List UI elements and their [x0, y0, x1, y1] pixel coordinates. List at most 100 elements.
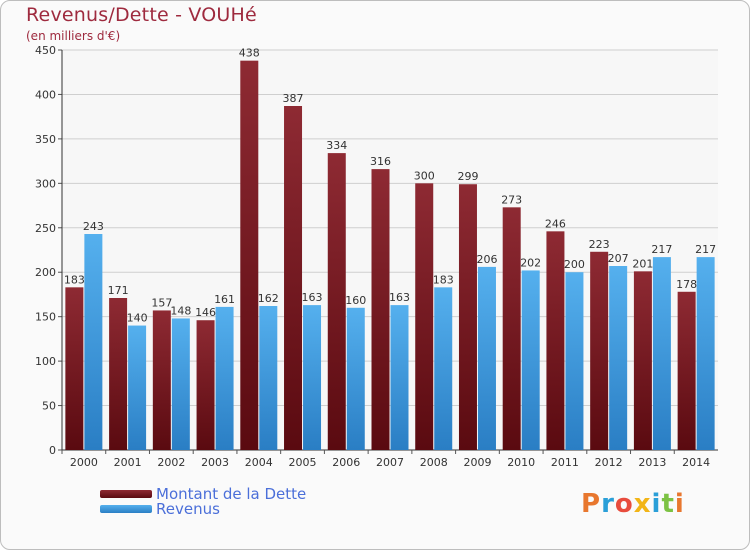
- x-tick-label: 2014: [682, 456, 710, 469]
- bar-revenue: [259, 306, 278, 450]
- legend-swatch-revenue: [100, 504, 152, 513]
- data-label-debt: 171: [108, 284, 129, 297]
- legend-label-debt: Montant de la Dette: [156, 484, 307, 503]
- logo-letter: r: [601, 489, 615, 519]
- data-label-revenue: 217: [651, 243, 672, 256]
- bar-debt: [546, 231, 565, 450]
- bar-revenue: [565, 272, 584, 450]
- legend-swatch-debt: [100, 489, 152, 498]
- legend-label-revenue: Revenus: [156, 499, 220, 518]
- logo-letter: i: [651, 489, 662, 519]
- x-tick-label: 2007: [376, 456, 404, 469]
- legend-item-revenue: Revenus: [100, 499, 306, 518]
- x-tick-label: 2001: [114, 456, 142, 469]
- y-tick-label: 0: [49, 444, 56, 457]
- y-tick-label: 400: [35, 88, 56, 101]
- data-label-revenue: 161: [214, 293, 235, 306]
- data-label-debt: 246: [545, 217, 566, 230]
- bar-revenue: [84, 234, 103, 450]
- data-label-revenue: 206: [476, 253, 497, 266]
- data-label-debt: 387: [283, 92, 304, 105]
- bar-debt: [284, 106, 303, 450]
- data-label-revenue: 217: [695, 243, 716, 256]
- data-label-revenue: 183: [433, 273, 454, 286]
- data-label-revenue: 243: [83, 220, 104, 233]
- bar-revenue: [390, 305, 409, 450]
- data-label-revenue: 160: [345, 294, 366, 307]
- y-tick-label: 250: [35, 222, 56, 235]
- bar-revenue: [128, 325, 147, 450]
- bar-revenue: [346, 307, 365, 450]
- chart-title: Revenus/Dette - VOUHé: [26, 4, 257, 26]
- x-tick-label: 2008: [420, 456, 448, 469]
- data-label-debt: 157: [151, 296, 172, 309]
- data-label-debt: 183: [64, 273, 85, 286]
- x-tick-label: 2004: [245, 456, 273, 469]
- data-label-debt: 223: [589, 238, 610, 251]
- bar-debt: [502, 207, 521, 450]
- bar-debt: [109, 298, 128, 450]
- data-label-revenue: 163: [302, 291, 323, 304]
- logo-letter: i: [674, 489, 685, 519]
- logo-letter: P: [581, 489, 602, 519]
- logo-letter: o: [614, 489, 634, 519]
- bar-debt: [152, 310, 171, 450]
- bar-debt: [327, 153, 346, 450]
- bar-revenue: [652, 257, 671, 450]
- bar-revenue: [171, 318, 190, 450]
- bar-debt: [415, 183, 434, 451]
- bar-revenue: [609, 266, 628, 450]
- bar-debt: [196, 320, 215, 450]
- y-tick-label: 350: [35, 133, 56, 146]
- chart-subtitle: (en milliers d'€): [26, 29, 121, 43]
- x-tick-label: 2009: [463, 456, 491, 469]
- bar-debt: [65, 287, 84, 450]
- y-tick-label: 300: [35, 177, 56, 190]
- data-label-debt: 201: [632, 257, 653, 270]
- data-label-debt: 273: [501, 193, 522, 206]
- x-tick-label: 2006: [332, 456, 360, 469]
- proxiti-logo: Proxiti: [581, 489, 685, 519]
- legend: Montant de la Dette Revenus: [100, 484, 307, 518]
- y-tick-label: 450: [35, 44, 56, 57]
- logo-letter: x: [633, 489, 652, 519]
- x-tick-label: 2003: [201, 456, 229, 469]
- legend-item-debt: Montant de la Dette: [100, 484, 307, 503]
- logo-letter: t: [661, 489, 675, 519]
- y-tick-label: 200: [35, 266, 56, 279]
- data-label-debt: 146: [195, 306, 216, 319]
- y-tick-label: 100: [35, 355, 56, 368]
- x-tick-label: 2000: [70, 456, 98, 469]
- data-label-revenue: 202: [520, 256, 541, 269]
- data-label-debt: 316: [370, 155, 391, 168]
- bar-debt: [590, 251, 609, 450]
- bar-revenue: [477, 266, 496, 450]
- data-label-revenue: 200: [564, 258, 585, 271]
- plot-area: [62, 50, 718, 450]
- data-label-debt: 300: [414, 169, 435, 182]
- x-tick-label: 2010: [507, 456, 535, 469]
- data-label-debt: 178: [676, 278, 697, 291]
- x-tick-label: 2012: [595, 456, 623, 469]
- bar-revenue: [696, 257, 715, 450]
- x-tick-label: 2002: [157, 456, 185, 469]
- y-tick-label: 50: [42, 400, 56, 413]
- data-label-revenue: 162: [258, 292, 279, 305]
- bar-debt: [371, 169, 390, 450]
- data-label-revenue: 148: [170, 304, 191, 317]
- data-label-revenue: 140: [127, 312, 148, 325]
- data-label-revenue: 207: [608, 252, 629, 265]
- x-tick-label: 2011: [551, 456, 579, 469]
- y-tick-label: 150: [35, 311, 56, 324]
- bar-debt: [633, 271, 652, 450]
- bar-revenue: [434, 287, 453, 450]
- bar-revenue: [303, 305, 322, 450]
- bar-debt: [240, 60, 259, 451]
- x-tick-label: 2005: [289, 456, 317, 469]
- data-label-debt: 334: [326, 139, 347, 152]
- bar-revenue: [521, 270, 540, 450]
- bar-debt: [677, 291, 696, 450]
- bar-debt: [458, 184, 477, 450]
- data-label-debt: 438: [239, 47, 260, 60]
